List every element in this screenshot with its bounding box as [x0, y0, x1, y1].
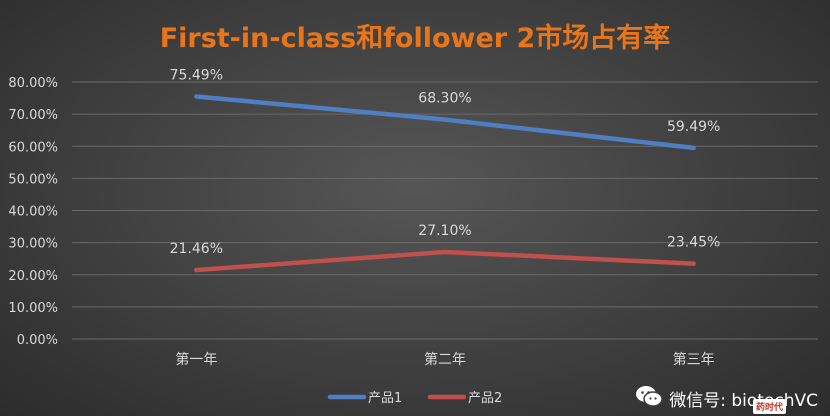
y-tick-label: 80.00%: [8, 76, 58, 91]
data-label: 68.30%: [418, 91, 471, 107]
data-label: 75.49%: [170, 67, 223, 83]
series-layer: 75.49% 68.30% 59.49% 21.46% 27.10% 23.45%: [170, 67, 720, 273]
data-point: [691, 145, 696, 150]
y-tick-label: 30.00%: [8, 237, 58, 252]
chart-title: First-in-class和follower 2市场占有率: [160, 22, 671, 54]
wechat-icon: [635, 385, 663, 412]
legend-label-2: 产品2: [468, 391, 502, 406]
data-label: 23.45%: [667, 235, 720, 251]
y-tick-label: 70.00%: [8, 108, 58, 123]
legend-label-1: 产品1: [368, 391, 402, 406]
watermark-logo: 药时代: [752, 399, 786, 414]
watermark: 微信号: biotechVC: [635, 385, 818, 412]
series-line-2: [194, 249, 696, 273]
data-point: [443, 249, 447, 254]
data-point: [691, 261, 696, 266]
data-point: [443, 117, 447, 122]
y-tick-label: 60.00%: [8, 140, 58, 155]
x-tick-label: 第二年: [424, 351, 466, 368]
x-axis: 第一年 第二年 第三年: [175, 351, 714, 368]
legend: 产品1 产品2: [327, 391, 502, 406]
watermark-text: 微信号: biotechVC: [669, 391, 818, 411]
y-tick-label: 10.00%: [8, 301, 58, 316]
y-tick-label: 0.00%: [17, 333, 58, 348]
data-label: 59.49%: [667, 119, 720, 135]
data-label: 27.10%: [418, 223, 471, 239]
gridlines: [72, 81, 818, 340]
y-tick-label: 40.00%: [8, 205, 58, 220]
data-point: [194, 268, 199, 273]
y-tick-label: 50.00%: [8, 172, 58, 187]
y-axis: 0.00% 10.00% 20.00% 30.00% 40.00% 50.00% 60.00…: [8, 76, 58, 348]
x-tick-label: 第三年: [673, 351, 715, 368]
x-tick-label: 第一年: [175, 351, 217, 368]
y-tick-label: 20.00%: [8, 269, 58, 284]
data-label: 21.46%: [170, 241, 223, 257]
data-point: [194, 94, 199, 99]
